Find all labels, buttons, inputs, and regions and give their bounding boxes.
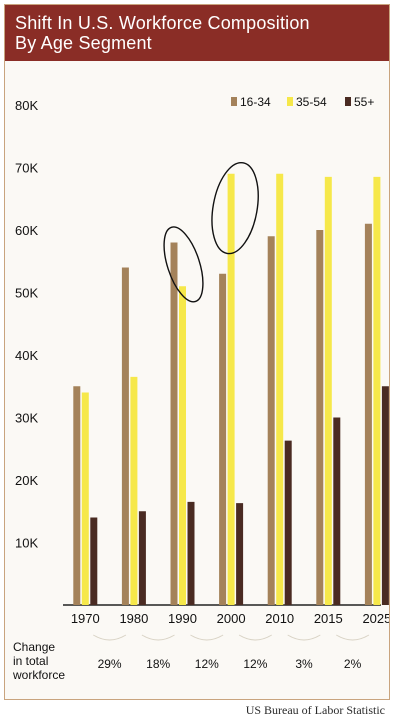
- source-credit: US Bureau of Labor Statistic: [245, 703, 385, 717]
- chart-header: Shift In U.S. Workforce Composition By A…: [5, 5, 389, 61]
- change-bracket: [238, 634, 272, 641]
- bar-35-54-1970: [81, 392, 89, 605]
- bar-35-54-2000: [227, 173, 235, 605]
- change-value: 12%: [195, 657, 219, 671]
- annotation-circle-1990: [163, 226, 204, 303]
- legend-swatch-16-34: [231, 97, 237, 106]
- change-value: 29%: [98, 657, 122, 671]
- change-bracket: [93, 634, 127, 641]
- chart-area: 10K 20K 30K 40K 50K 60K 70K 80K 1970 1980 1990 2000…: [5, 61, 390, 699]
- change-value: 18%: [146, 657, 170, 671]
- bar-55+-2015: [333, 417, 341, 605]
- y-tick-label: 10K: [15, 536, 38, 551]
- legend-swatch-35-54: [287, 97, 293, 106]
- bar-35-54-1980: [130, 376, 138, 605]
- y-tick-label: 70K: [15, 161, 38, 176]
- bar-chart: 10K 20K 30K 40K 50K 60K 70K 80K 1970 1980 1990 2000…: [12, 95, 390, 682]
- bar-55+-2025: [381, 386, 389, 605]
- chart-frame: Shift In U.S. Workforce Composition By A…: [4, 4, 390, 700]
- annotation-circle-2000: [211, 161, 259, 255]
- x-tick-label: 1990: [168, 611, 197, 626]
- legend-label-55+: 55+: [354, 95, 374, 109]
- bar-35-54-1990: [179, 286, 186, 605]
- change-bracket: [287, 634, 321, 641]
- y-tick-label: 40K: [15, 348, 38, 363]
- bar-16-34-2025: [364, 223, 372, 605]
- chart-title-line-2: By Age Segment: [15, 33, 152, 53]
- bar-55+-1970: [90, 517, 98, 605]
- y-tick-label: 20K: [15, 473, 38, 488]
- bar-16-34-1990: [170, 242, 178, 605]
- y-tick-label: 30K: [15, 411, 38, 426]
- y-tick-label: 50K: [15, 286, 38, 301]
- bar-35-54-2015: [324, 176, 332, 605]
- y-tick-label: 60K: [15, 223, 38, 238]
- x-tick-label: 1980: [119, 611, 148, 626]
- change-value: 3%: [295, 657, 313, 671]
- bar-16-34-1980: [121, 267, 129, 605]
- bar-35-54-2025: [373, 176, 381, 605]
- x-tick-label: 2000: [217, 611, 246, 626]
- bar-16-34-2010: [267, 236, 275, 605]
- chart-title-line-1: Shift In U.S. Workforce Composition: [15, 13, 310, 33]
- y-tick-label: 80K: [15, 98, 38, 113]
- change-label-line: workforce: [12, 668, 65, 682]
- x-tick-label: 1970: [71, 611, 100, 626]
- change-value: 12%: [243, 657, 267, 671]
- bar-55+-2010: [284, 440, 292, 605]
- bar-16-34-2015: [316, 230, 324, 605]
- bar-16-34-1970: [73, 386, 81, 605]
- x-tick-label: 2010: [265, 611, 294, 626]
- change-label-line: Change: [13, 640, 55, 654]
- bar-35-54-2010: [276, 173, 284, 605]
- x-tick-label: 2015: [314, 611, 343, 626]
- legend-swatch-55+: [345, 97, 351, 106]
- change-bracket: [190, 634, 224, 641]
- change-bracket: [336, 634, 370, 641]
- legend-label-16-34: 16-34: [240, 95, 271, 109]
- x-tick-label: 2025: [362, 611, 390, 626]
- bar-16-34-2000: [219, 273, 227, 605]
- bar-55+-1980: [138, 511, 146, 605]
- bar-55+-2000: [236, 503, 244, 605]
- change-label-line: in total: [13, 654, 48, 668]
- change-bracket: [141, 634, 175, 641]
- legend-label-35-54: 35-54: [296, 95, 327, 109]
- bar-55+-1990: [187, 501, 195, 605]
- change-value: 2%: [344, 657, 362, 671]
